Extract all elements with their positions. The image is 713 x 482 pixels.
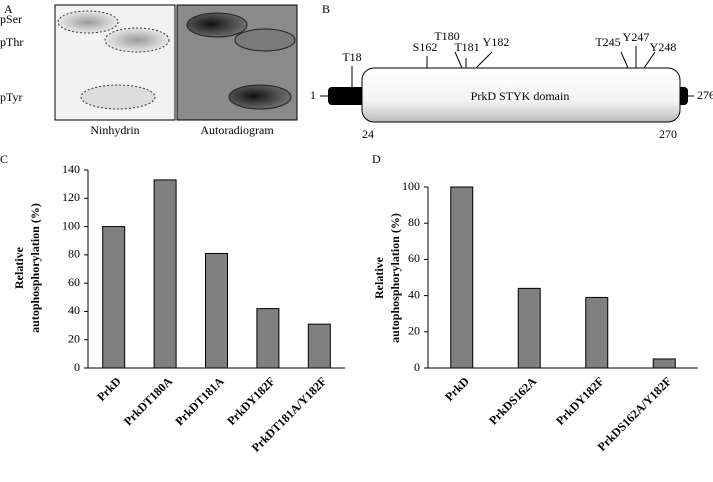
y-tick-label: 20 (68, 331, 80, 345)
row-label: pSer (0, 12, 22, 26)
spot (234, 28, 296, 52)
y-tick-label: 60 (68, 275, 80, 289)
bar (450, 186, 474, 369)
y-tick-label: 0 (414, 360, 420, 374)
panel-label: A (4, 2, 13, 16)
domain (361, 67, 681, 123)
site-label: Y248 (650, 40, 677, 54)
caption: Autoradiogram (200, 123, 274, 137)
y-tick-label: 100 (402, 179, 420, 193)
x-tick-label: PrkD (442, 374, 472, 404)
spot (80, 84, 156, 110)
y-axis-label: autophosphorylation (%) (388, 213, 402, 343)
y-tick-label: 120 (62, 190, 80, 204)
site-label: T18 (342, 50, 361, 64)
panel-label: D (372, 152, 381, 166)
caption: Ninhydrin (90, 123, 139, 137)
spot (57, 10, 119, 34)
domain-label: PrkD STYK domain (471, 89, 570, 103)
x-tick-label: PrkDY182F (224, 374, 278, 428)
bar (102, 226, 126, 369)
n-terminus (328, 87, 370, 105)
bar (517, 287, 541, 369)
y-tick-label: 0 (74, 360, 80, 374)
position: 270 (659, 127, 677, 141)
bar (153, 179, 177, 369)
y-axis-label: autophosphorylation (%) (28, 203, 42, 333)
y-tick-label: 40 (68, 303, 80, 317)
position: 1 (310, 88, 316, 102)
y-tick-label: 40 (408, 287, 420, 301)
site-label: S162 (413, 40, 438, 54)
position: 24 (362, 127, 374, 141)
bar (585, 296, 609, 369)
x-tick-label: PrkDY182F (553, 374, 607, 428)
x-tick-label: PrkD (94, 374, 124, 404)
spot (186, 12, 248, 38)
x-tick-label: PrkDS162A (486, 374, 540, 428)
y-tick-label: 80 (68, 247, 80, 261)
row-label: pThr (0, 35, 23, 49)
site-ticks (351, 46, 656, 87)
y-axis-label: Relative (372, 256, 386, 299)
bar (652, 358, 676, 369)
site-label: T245 (595, 35, 620, 49)
bar (205, 252, 228, 369)
x-tick-label: PrkDT180A (121, 374, 175, 428)
y-axis-label: Relative (12, 246, 26, 289)
x-tick-label: PrkDT181A (172, 374, 226, 428)
y-tick-label: 100 (62, 218, 80, 232)
y-tick-label: 80 (408, 215, 420, 229)
panel-label: B (322, 2, 330, 16)
spot (104, 27, 170, 53)
site-label: Y182 (483, 35, 510, 49)
panel-label: C (0, 152, 8, 166)
y-tick-label: 20 (408, 324, 420, 338)
site-label: T181 (454, 40, 479, 54)
y-tick-label: 140 (62, 162, 80, 176)
y-tick-label: 60 (408, 251, 420, 265)
spot (228, 84, 292, 110)
x-tick-label: PrkDS162A/Y182F (595, 374, 675, 454)
position: 276 (697, 88, 713, 102)
bar (256, 308, 280, 369)
site-label: T180 (434, 29, 459, 43)
row-label: pTyr (0, 90, 23, 104)
bar (307, 323, 331, 369)
site-label: Y247 (623, 30, 650, 44)
